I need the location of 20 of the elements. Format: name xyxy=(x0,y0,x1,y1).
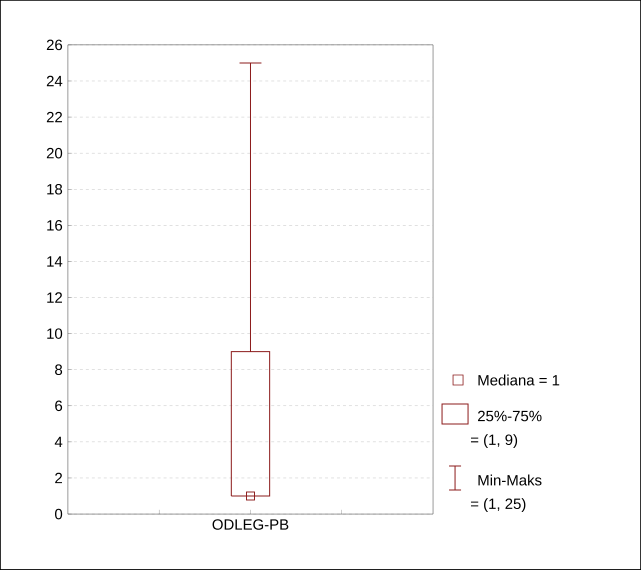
y-tick-label: 14 xyxy=(47,256,62,267)
text: Mediana = 1 xyxy=(478,374,560,386)
y-tick-label: 4 xyxy=(54,436,62,448)
y-tick-label: 18 xyxy=(47,184,62,195)
x-tick-label: ODLEG-PB xyxy=(212,519,288,530)
y-tick-label: 10 xyxy=(47,328,62,339)
y-tick-label: 16 xyxy=(47,220,62,231)
text: 25%-75% xyxy=(478,410,542,422)
y-tick-label: 8 xyxy=(55,364,62,375)
y-tick-label: 2 xyxy=(55,472,62,484)
text: Min-Maks xyxy=(478,474,542,486)
y-tick-label: 0 xyxy=(55,508,62,520)
y-tick-label: 26 xyxy=(46,40,62,50)
y-tick-label: 20 xyxy=(46,148,62,158)
y-tick-label: 22 xyxy=(46,112,62,122)
text: = (1, 25) xyxy=(470,498,526,512)
text: = (1, 9) xyxy=(470,434,518,448)
y-tick-label: 24 xyxy=(46,76,62,86)
y-tick-label: 12 xyxy=(47,292,62,303)
y-tick-label: 6 xyxy=(55,400,62,412)
